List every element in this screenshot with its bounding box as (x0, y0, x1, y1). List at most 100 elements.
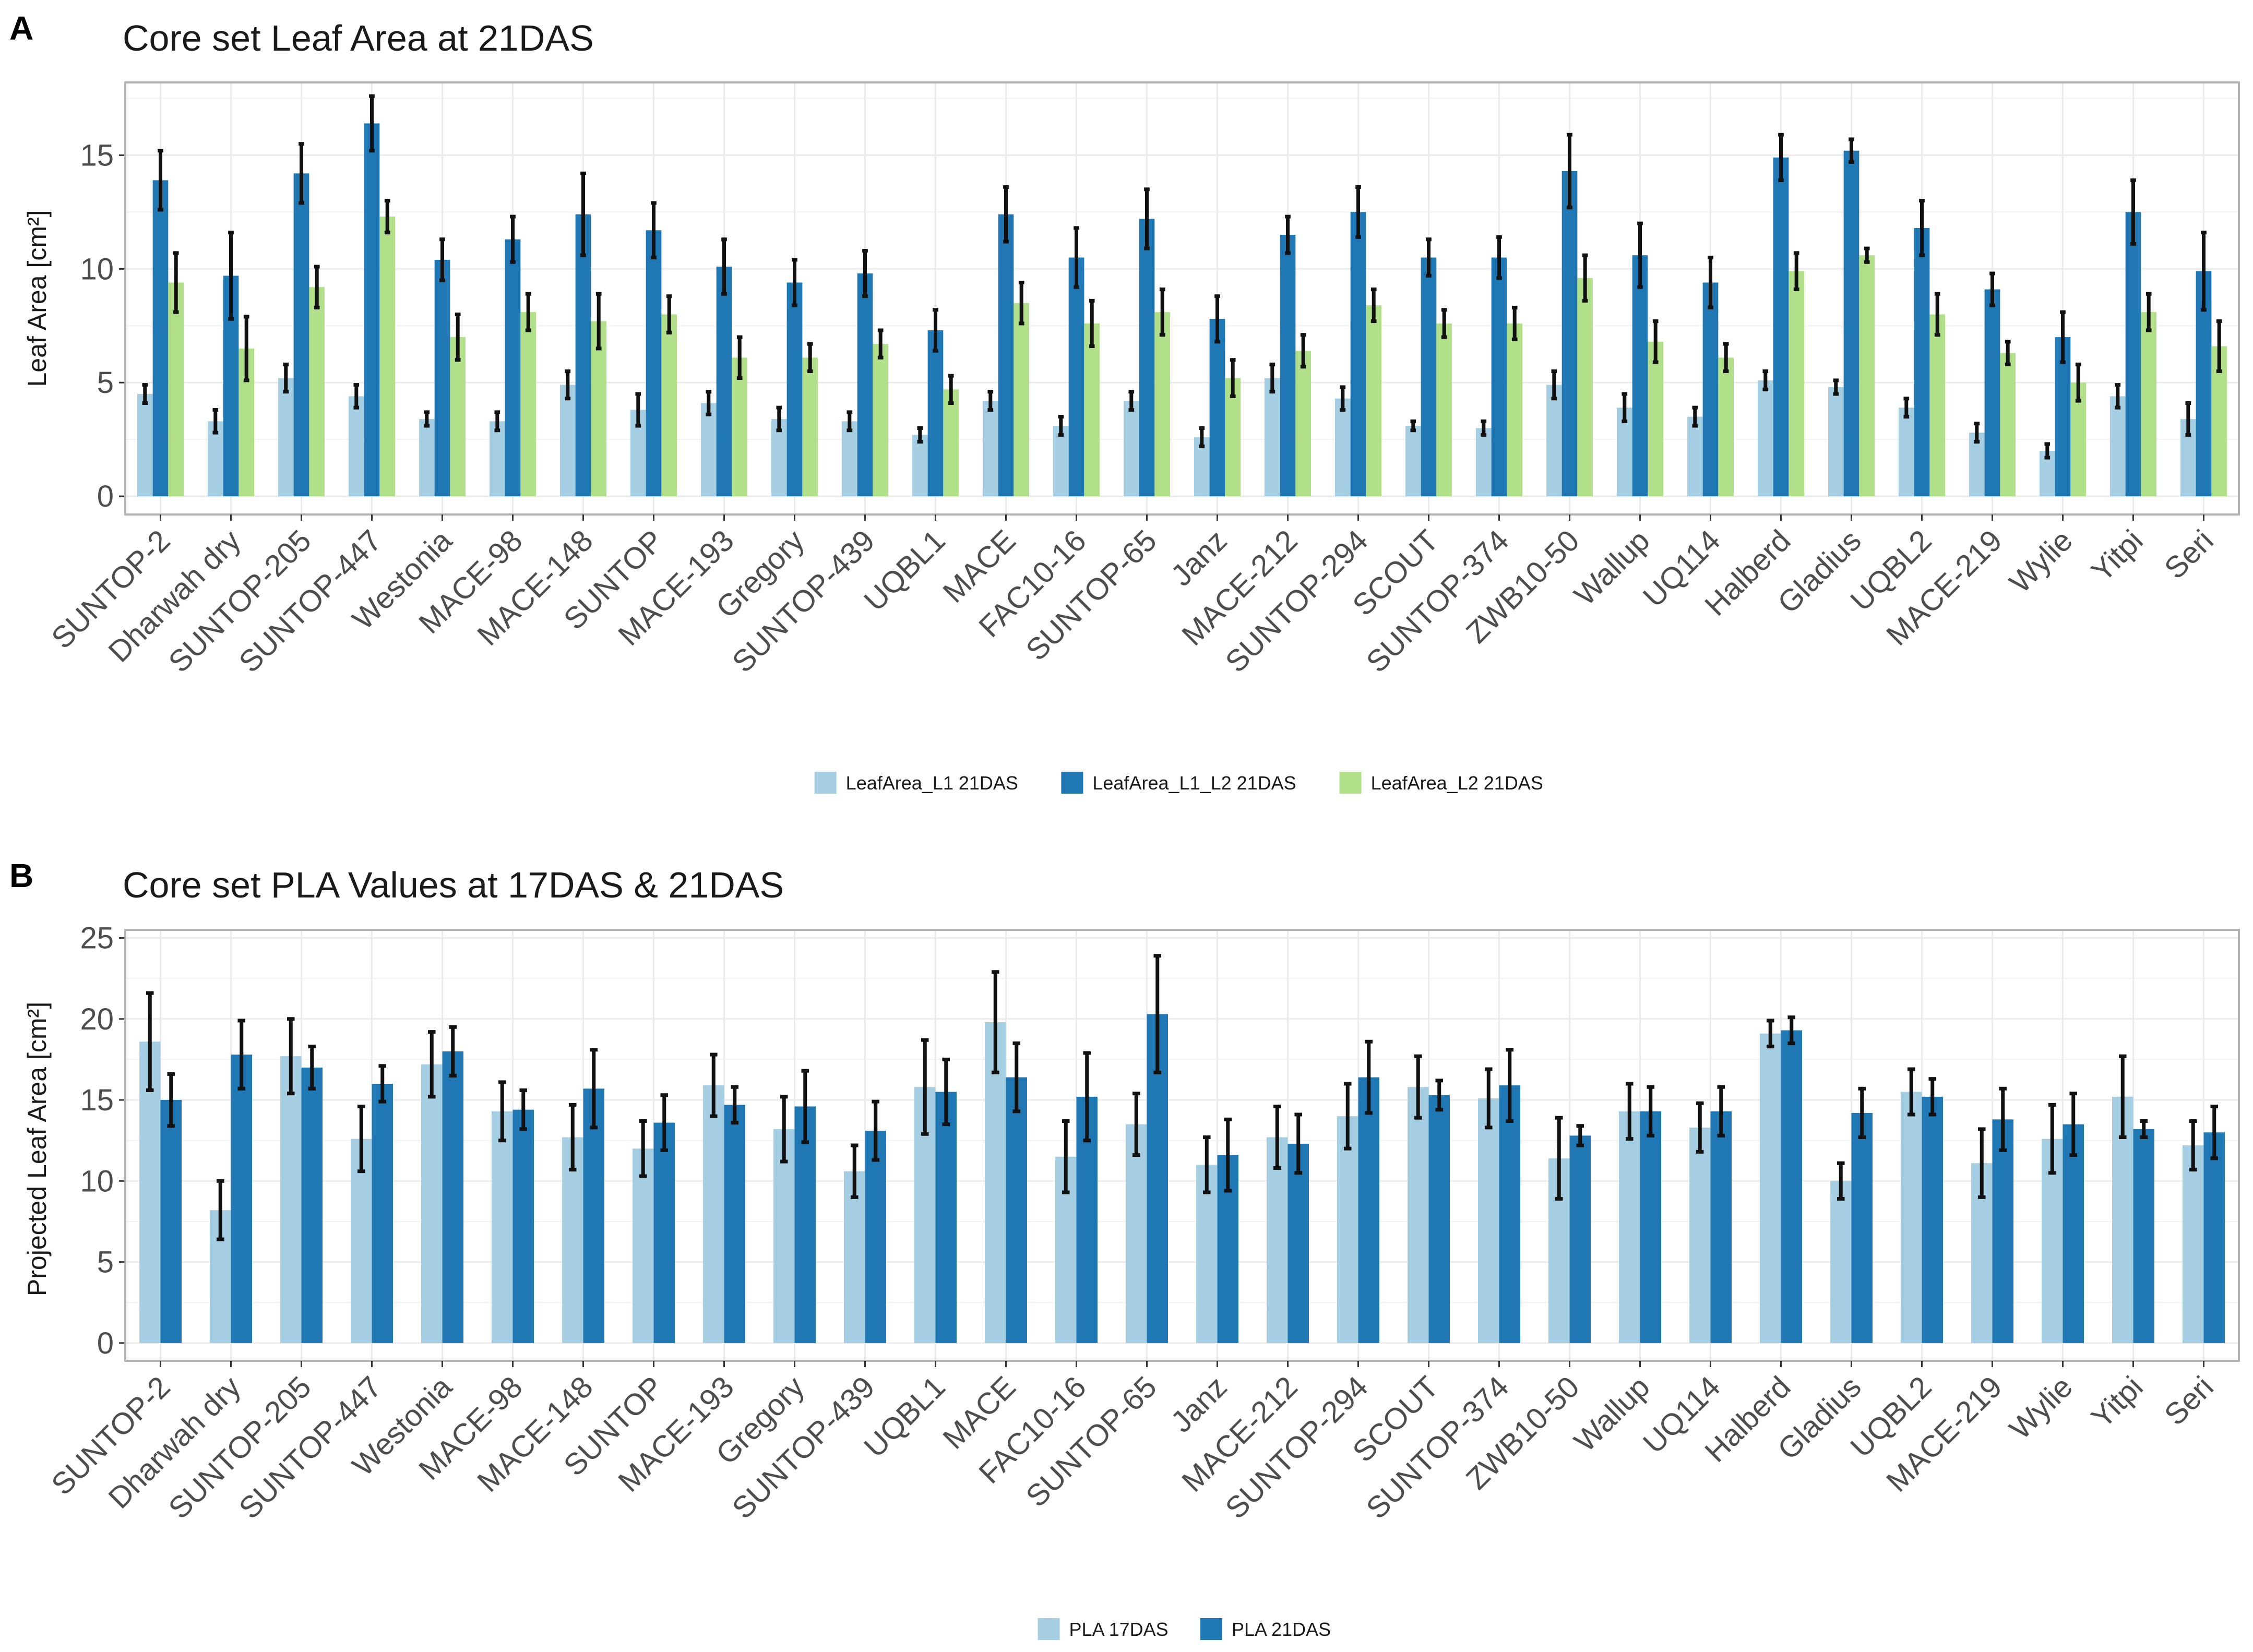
panel-b-bar-pla-21das-mace-212 (1288, 1143, 1309, 1343)
panel-b-panel-background (125, 930, 2239, 1361)
panel-b-bar-pla-21das-suntop-294 (1358, 1077, 1379, 1343)
panel-a-error-bar-leafarea-l1-21das-suntop (635, 392, 641, 428)
panel-b-bar-pla-21das-suntop-2 (160, 1100, 182, 1343)
panel-a-error-bar-leafarea-l2-21das-gladius (1864, 246, 1870, 264)
panel-a-error-bar-leafarea-l1-21das-suntop-65 (1128, 390, 1135, 412)
panel-b-bar-pla-17das-suntop (633, 1148, 654, 1343)
panel-b-error-bar-pla-17das-yitpi (2118, 1054, 2127, 1139)
panel-b-error-bar-pla-17das-westonia (427, 1030, 436, 1099)
panel-b-error-bar-pla-17das-uqbl2 (1907, 1067, 1915, 1117)
panel-b-bar-pla-17das-mace-148 (562, 1137, 583, 1343)
panel-b-y-tick-label: 25 (80, 921, 114, 955)
panel-a-bar-leafarea-l2-21das-mace-193 (732, 357, 748, 497)
panel-b-error-bar-pla-21das-suntop-294 (1365, 1039, 1373, 1115)
panel-a-error-bar-leafarea-l1-l2-21das-gladius (1849, 137, 1854, 164)
panel-b-error-bar-pla-21das-gladius (1858, 1086, 1866, 1139)
panel-a-error-bar-leafarea-l2-21das-mace-212 (1300, 333, 1306, 369)
panel-b-error-bar-pla-17das-uqbl1 (921, 1038, 929, 1136)
panel-a-legend-item-leafarea-l2-21das: LeafArea_L2 21DAS (1339, 772, 1543, 794)
panel-a-error-bar-leafarea-l2-21das-suntop-374 (1511, 305, 1518, 341)
panel-a-error-bar-leafarea-l1-21das-uqbl2 (1903, 397, 1910, 419)
panel-a-error-bar-leafarea-l1-l2-21das-westonia (439, 237, 445, 282)
panel-b-error-bar-pla-21das-seri (2210, 1104, 2219, 1160)
panel-b-error-bar-pla-21das-suntop-2 (167, 1072, 175, 1128)
panel-a-bar-leafarea-l1-l2-21das-suntop-439 (857, 273, 873, 497)
panel-a-title: Core set Leaf Area at 21DAS (123, 18, 594, 58)
panel-a-error-bar-leafarea-l1-21das-gregory (776, 405, 782, 433)
panel-a-error-bar-leafarea-l1-21das-mace-212 (1269, 362, 1275, 394)
panel-a-error-bar-leafarea-l2-21das-uqbl1 (948, 374, 954, 405)
panel-a-error-bar-leafarea-l1-l2-21das-wallup (1637, 221, 1643, 289)
panel-a-error-bar-leafarea-l1-l2-21das-suntop-374 (1496, 235, 1502, 280)
panel-a-bar-leafarea-l1-21das-fac10-16 (1053, 426, 1069, 497)
panel-a-bar-leafarea-l2-21das-uq114 (1718, 357, 1734, 497)
panel-a-bar-leafarea-l1-l2-21das-mace (998, 214, 1014, 497)
panel-a-error-bar-leafarea-l2-21das-dharwah-dry (243, 315, 249, 382)
panel-b-bar-pla-21das-uqbl1 (935, 1092, 957, 1343)
panel-a-bar-leafarea-l2-21das-suntop (661, 314, 677, 497)
panel-a-bar-leafarea-l1-l2-21das-uqbl1 (927, 330, 944, 497)
panel-a-error-bar-leafarea-l2-21das-uqbl2 (1934, 292, 1940, 337)
panel-a-bar-leafarea-l2-21das-fac10-16 (1084, 323, 1100, 497)
panel-a-y-tick-label: 10 (80, 252, 114, 286)
panel-a-bar-leafarea-l1-l2-21das-janz (1209, 319, 1225, 497)
panel-a-error-bar-leafarea-l2-21das-mace-98 (525, 292, 531, 332)
panel-b-bar-pla-21das-dharwah-dry (231, 1055, 252, 1343)
panel-b-label: B (9, 857, 33, 894)
panel-b-error-bar-pla-21das-suntop-374 (1506, 1048, 1514, 1123)
panel-b-error-bar-pla-17das-seri (2189, 1119, 2197, 1172)
panel-b-y-tick-label: 10 (80, 1164, 114, 1198)
panel-a-legend: LeafArea_L1 21DAS LeafArea_L1_L2 21DAS Lea… (814, 772, 1543, 794)
panel-a-error-bar-leafarea-l2-21das-westonia (455, 313, 461, 362)
panel-a-bar-leafarea-l1-21das-mace-212 (1264, 378, 1280, 497)
panel-a-bar-leafarea-l1-21das-gladius (1828, 387, 1844, 497)
panel-a-bar-leafarea-l2-21das-zwb10-50 (1577, 278, 1593, 497)
panel-b-error-bar-pla-21das-suntop-439 (872, 1099, 880, 1162)
panel-a-label: A (9, 9, 33, 47)
panel-a-bar-leafarea-l1-l2-21das-gladius (1843, 150, 1859, 497)
panel-a-error-bar-leafarea-l1-21das-wallup (1622, 392, 1628, 423)
panel-a-bar-leafarea-l1-l2-21das-wallup (1632, 255, 1648, 497)
panel-a-error-bar-leafarea-l1-l2-21das-suntop-2 (158, 149, 163, 212)
panel-a-error-bar-leafarea-l1-21das-suntop-205 (283, 362, 289, 394)
panel-a-y-tick-label: 5 (97, 366, 114, 400)
legend-swatch (1061, 772, 1083, 794)
panel-b-bar-pla-21das-halberd (1781, 1030, 1802, 1343)
panel-b-bar-pla-17das-uq114 (1689, 1127, 1711, 1343)
panel-b-error-bar-pla-21das-wylie (2069, 1092, 2078, 1157)
panel-a-bar-leafarea-l2-21das-suntop-2 (168, 282, 184, 497)
panel-b-legend-item-pla-17das: PLA 17DAS (1038, 1618, 1169, 1640)
panel-a-error-bar-leafarea-l1-l2-21das-suntop-294 (1355, 185, 1361, 239)
panel-a-error-bar-leafarea-l1-l2-21das-fac10-16 (1074, 226, 1079, 289)
panel-a-legend-item-leafarea-l1-l2-21das: LeafArea_L1_L2 21DAS (1061, 772, 1296, 794)
panel-a-error-bar-leafarea-l2-21das-mace-148 (595, 292, 602, 351)
panel-a-error-bar-leafarea-l1-l2-21das-suntop-65 (1144, 187, 1150, 250)
panel-b-bar-pla-21das-uqbl2 (1922, 1096, 1943, 1343)
panel-a-bar-leafarea-l1-l2-21das-mace-148 (575, 214, 591, 497)
panel-b-error-bar-pla-17das-zwb10-50 (1555, 1116, 1563, 1201)
panel-a-error-bar-leafarea-l2-21das-suntop-2 (173, 251, 179, 314)
panel-a-error-bar-leafarea-l1-l2-21das-suntop-205 (299, 142, 304, 205)
panel-b-bar-pla-17das-gladius (1830, 1181, 1852, 1343)
panel-a-leaf-area: A Core set Leaf Area at 21DAS Leaf Area … (9, 9, 2240, 794)
panel-a-error-bar-leafarea-l1-21das-mace-148 (565, 369, 571, 401)
panel-a-error-bar-leafarea-l2-21das-janz (1230, 358, 1236, 398)
panel-a-bar-leafarea-l1-21das-uqbl1 (912, 435, 928, 497)
panel-b-bar-pla-17das-halberd (1760, 1033, 1781, 1343)
panel-b-error-bar-pla-21das-fac10-16 (1083, 1051, 1091, 1143)
panel-a-error-bar-leafarea-l2-21das-yitpi (2145, 292, 2152, 332)
panel-b-bar-pla-21das-mace (1006, 1077, 1027, 1343)
panel-b-bar-pla-17das-gregory (773, 1129, 795, 1343)
legend-label: PLA 21DAS (1232, 1619, 1331, 1640)
panel-a-bar-leafarea-l1-l2-21das-zwb10-50 (1561, 171, 1578, 497)
panel-a-bar-leafarea-l2-21das-suntop-65 (1154, 312, 1171, 497)
panel-a-bar-leafarea-l1-21das-uq114 (1687, 416, 1703, 497)
panel-b-bar-pla-17das-mace-212 (1267, 1137, 1288, 1343)
panel-a-bar-leafarea-l2-21das-suntop-447 (379, 217, 396, 497)
panel-a-bar-leafarea-l1-21das-scout (1405, 426, 1421, 497)
panel-a-bar-leafarea-l1-21das-halberd (1757, 380, 1773, 497)
panel-a-bar-leafarea-l2-21das-wallup (1648, 341, 1664, 497)
panel-b-error-bar-pla-17das-mace-98 (498, 1080, 506, 1143)
panel-a-error-bar-leafarea-l1-l2-21das-halberd (1778, 133, 1784, 182)
